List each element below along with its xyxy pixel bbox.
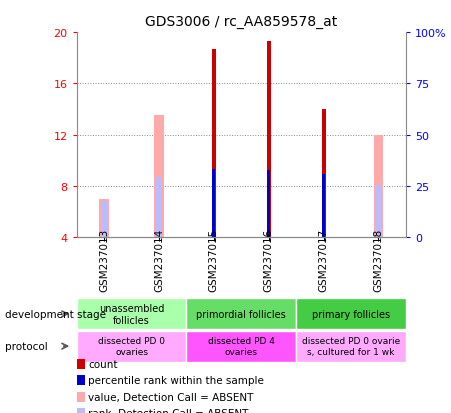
Bar (373, 135, 383, 237)
Bar (296, 299, 406, 330)
Text: development stage: development stage (5, 309, 106, 319)
Bar (186, 299, 296, 330)
Text: rank, Detection Call = ABSENT: rank, Detection Call = ABSENT (88, 408, 249, 413)
Text: GSM237014: GSM237014 (154, 228, 164, 292)
Text: dissected PD 0
ovaries: dissected PD 0 ovaries (98, 337, 165, 356)
Bar (322, 110, 326, 237)
Bar (77, 299, 186, 330)
Text: primordial follicles: primordial follicles (196, 309, 286, 319)
Bar (267, 42, 271, 237)
Title: GDS3006 / rc_AA859578_at: GDS3006 / rc_AA859578_at (145, 15, 337, 29)
Bar (375, 185, 382, 237)
Bar (156, 178, 162, 237)
Bar (296, 331, 406, 362)
Bar (186, 331, 296, 362)
Text: percentile rank within the sample: percentile rank within the sample (88, 375, 264, 385)
Text: unassembled
follicles: unassembled follicles (99, 303, 164, 325)
Text: dissected PD 4
ovaries: dissected PD 4 ovaries (208, 337, 275, 356)
Text: value, Detection Call = ABSENT: value, Detection Call = ABSENT (88, 392, 253, 402)
Bar (99, 199, 109, 237)
Bar (77, 331, 186, 362)
Text: GSM237015: GSM237015 (209, 228, 219, 292)
Text: count: count (88, 359, 117, 369)
Text: GSM237018: GSM237018 (373, 228, 383, 292)
Text: GSM237013: GSM237013 (99, 228, 109, 292)
Bar (101, 202, 107, 237)
Text: primary follicles: primary follicles (312, 309, 390, 319)
Bar (322, 175, 325, 237)
Bar (212, 50, 216, 237)
Text: protocol: protocol (5, 341, 47, 351)
Bar (267, 171, 270, 237)
Text: GSM237017: GSM237017 (318, 228, 329, 292)
Text: dissected PD 0 ovarie
s, cultured for 1 wk: dissected PD 0 ovarie s, cultured for 1 … (302, 337, 400, 356)
Text: GSM237016: GSM237016 (264, 228, 274, 292)
Bar (212, 170, 215, 237)
Bar (154, 116, 164, 237)
